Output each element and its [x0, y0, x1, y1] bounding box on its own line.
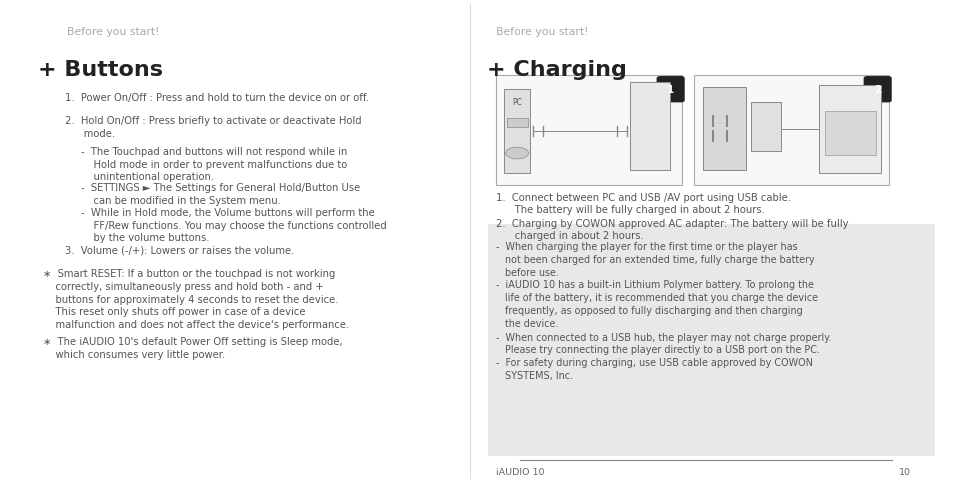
Text: ∗  The iAUDIO 10's default Power Off setting is Sleep mode,
    which consumes v: ∗ The iAUDIO 10's default Power Off sett…	[43, 337, 342, 360]
Text: iAUDIO 10: iAUDIO 10	[496, 468, 544, 476]
Text: -  SETTINGS ► The Settings for General Hold/Button Use
    can be modified in th: - SETTINGS ► The Settings for General Ho…	[81, 183, 360, 205]
Text: 1.  Connect between PC and USB /AV port using USB cable.
      The battery will : 1. Connect between PC and USB /AV port u…	[496, 192, 790, 215]
Text: 3.  Volume (-/+): Lowers or raises the volume.: 3. Volume (-/+): Lowers or raises the vo…	[65, 245, 294, 255]
Text: 2.  Charging by COWON approved AC adapter: The battery will be fully
      charg: 2. Charging by COWON approved AC adapter…	[496, 218, 847, 241]
Bar	[488, 224, 934, 456]
Bar	[629, 83, 669, 171]
Text: -  For safety during charging, use USB cable approved by COWON
   SYSTEMS, Inc.: - For safety during charging, use USB ca…	[496, 358, 812, 381]
FancyBboxPatch shape	[863, 78, 890, 102]
Text: 1: 1	[666, 85, 674, 95]
Bar	[750, 102, 781, 151]
Bar	[693, 76, 888, 185]
Text: ∗  Smart RESET: If a button or the touchpad is not working
    correctly, simult: ∗ Smart RESET: If a button or the touchp…	[43, 268, 349, 329]
Text: -  While in Hold mode, the Volume buttons will perform the
    FF/Rew functions.: - While in Hold mode, the Volume buttons…	[81, 207, 386, 243]
Text: 1.  Power On/Off : Press and hold to turn the device on or off.: 1. Power On/Off : Press and hold to turn…	[65, 93, 369, 102]
Text: Before you start!: Before you start!	[496, 27, 588, 37]
Text: -  The Touchpad and buttons will not respond while in
    Hold mode in order to : - The Touchpad and buttons will not resp…	[81, 146, 347, 182]
Text: -  When connected to a USB hub, the player may not charge properly.
   Please tr: - When connected to a USB hub, the playe…	[496, 332, 831, 355]
Bar	[702, 88, 745, 171]
Bar	[506, 119, 527, 127]
Bar	[824, 112, 875, 156]
Text: + Buttons: + Buttons	[38, 60, 163, 80]
Text: -  When charging the player for the first time or the player has
   not been cha: - When charging the player for the first…	[496, 242, 814, 277]
Text: + Charging: + Charging	[486, 60, 626, 80]
Text: -  iAUDIO 10 has a built-in Lithium Polymer battery. To prolong the
   life of t: - iAUDIO 10 has a built-in Lithium Polym…	[496, 280, 818, 328]
Bar	[819, 85, 881, 173]
Bar	[496, 76, 681, 185]
Bar	[503, 90, 530, 173]
Text: 2.  Hold On/Off : Press briefly to activate or deactivate Hold
      mode.: 2. Hold On/Off : Press briefly to activa…	[65, 116, 361, 139]
Text: 2: 2	[873, 85, 881, 95]
FancyBboxPatch shape	[657, 78, 683, 102]
Circle shape	[505, 148, 528, 160]
Text: PC: PC	[512, 98, 521, 106]
Text: 10: 10	[898, 468, 910, 476]
Text: Before you start!: Before you start!	[67, 27, 159, 37]
